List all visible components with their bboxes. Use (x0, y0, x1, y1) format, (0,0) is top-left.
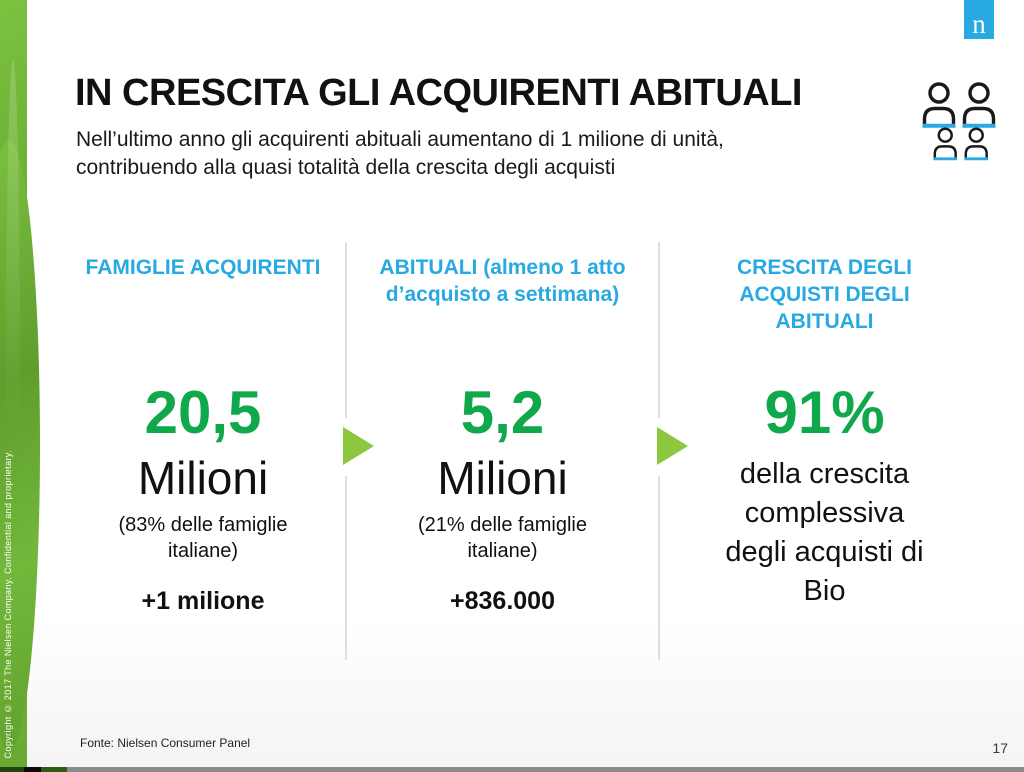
people-group-icon (920, 82, 998, 161)
copyright-text: Copyright © 2017 The Nielsen Company. Co… (3, 449, 13, 758)
leaf-highlight (6, 60, 20, 700)
column-abituali: ABITUALI (almeno 1 atto d’acquisto a set… (346, 240, 659, 665)
column-divider (658, 242, 660, 418)
column-crescita-acquisti: CRESCITA DEGLI ACQUISTI DEGLI ABITUALI 9… (659, 240, 990, 665)
unit-label: Milioni (437, 452, 568, 504)
slide-subtitle: Nell’ultimo anno gli acquirenti abituali… (76, 126, 724, 182)
column-divider (345, 476, 347, 660)
arrow-right-icon (657, 427, 688, 465)
page-title: IN CRESCITA GLI ACQUIRENTI ABITUALI (75, 72, 803, 114)
nielsen-logo-letter: n (972, 9, 986, 39)
big-value: 5,2 (460, 379, 545, 446)
bottom-bar-segment (41, 767, 67, 772)
delta-value: +1 milione (141, 587, 265, 615)
big-value: 91% (764, 379, 885, 446)
note-text: (83% delle famiglie italiane) (118, 514, 288, 562)
arrow-right-icon (343, 427, 374, 465)
delta-value: +836.000 (450, 587, 555, 615)
subtitle-line-2: contribuendo alla quasi totalità della c… (76, 156, 616, 179)
column-header: ABITUALI (almeno 1 atto d’acquisto a set… (379, 256, 626, 306)
note-text: (21% delle famiglie italiane) (418, 514, 587, 562)
column-header: FAMIGLIE ACQUIRENTI (85, 256, 321, 279)
unit-label: Milioni (137, 452, 269, 504)
bottom-bar-segment (24, 767, 41, 772)
subtitle-line-1: Nell’ultimo anno gli acquirenti abituali… (76, 128, 724, 151)
bottom-bar-segment (67, 767, 1024, 772)
big-value: 20,5 (144, 379, 262, 446)
bottom-bar (0, 767, 1024, 772)
page-number: 17 (992, 740, 1008, 756)
nielsen-logo: n (964, 0, 994, 39)
bottom-bar-segment (0, 767, 24, 772)
description-text: della crescita complessiva degli acquist… (725, 458, 924, 607)
column-famiglie-acquirenti: FAMIGLIE ACQUIRENTI 20,5 Milioni (83% de… (60, 240, 346, 665)
column-divider (658, 476, 660, 660)
source-note: Fonte: Nielsen Consumer Panel (80, 736, 251, 750)
column-divider (345, 242, 347, 418)
column-header: CRESCITA DEGLI ACQUISTI DEGLI ABITUALI (736, 256, 912, 333)
